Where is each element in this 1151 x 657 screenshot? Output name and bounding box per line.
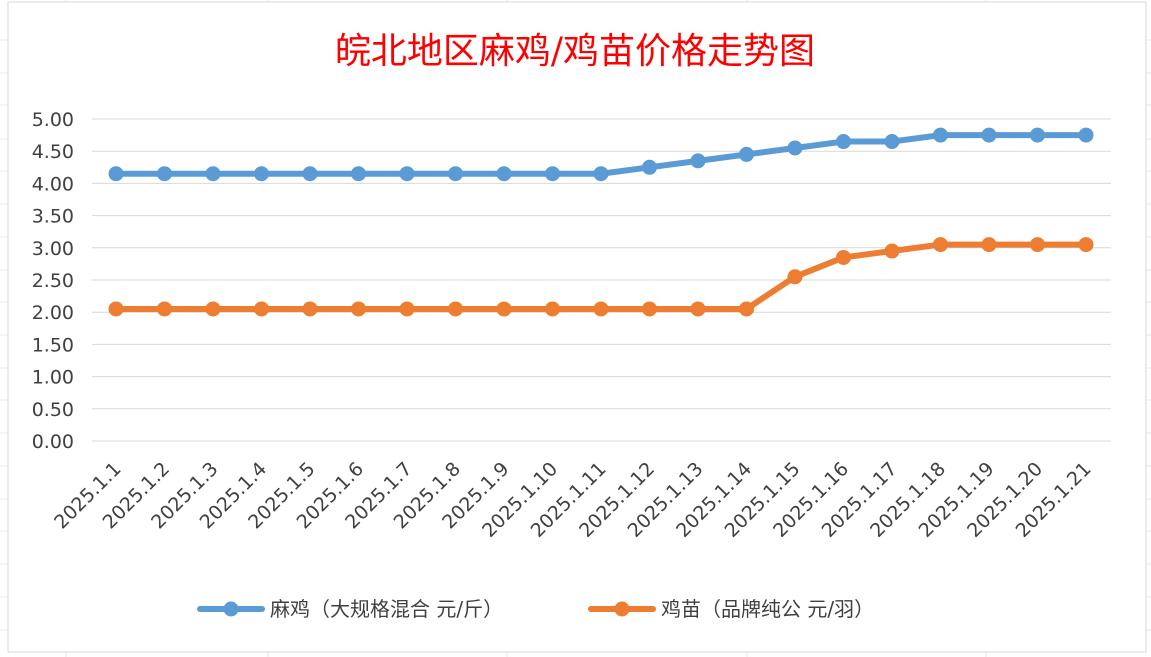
y-tick-label: 0.00 xyxy=(32,431,74,453)
series-1-point xyxy=(933,127,948,143)
series-1-point xyxy=(884,134,900,150)
legend: 麻鸡（大规格混合 元/斤） 鸡苗（品牌纯公 元/羽） xyxy=(197,597,874,621)
series-1-point xyxy=(157,166,172,182)
series-2-point xyxy=(884,243,900,259)
series-2-point xyxy=(351,301,366,317)
series-1-point xyxy=(1030,127,1045,143)
series-1-point xyxy=(739,146,754,162)
y-tick-label: 3.00 xyxy=(32,238,74,260)
series-1-point xyxy=(981,127,997,143)
series-2-point xyxy=(302,301,318,317)
series-2-point xyxy=(981,237,997,253)
y-tick-label: 2.00 xyxy=(32,302,74,324)
series-2-point xyxy=(205,301,221,317)
series-2-point xyxy=(739,301,754,317)
series-2-point xyxy=(399,301,415,317)
y-tick-label: 1.00 xyxy=(32,367,74,389)
chart-area-frame xyxy=(7,1,1147,653)
series-2-point xyxy=(545,301,560,317)
y-tick-label: 1.50 xyxy=(32,334,74,356)
series-1-point xyxy=(254,166,269,182)
series-2-point xyxy=(933,237,948,253)
series-1-point xyxy=(642,159,657,175)
series-2-point xyxy=(254,301,269,317)
series-points xyxy=(108,127,1094,317)
series-1-point xyxy=(787,140,803,156)
series-2-point xyxy=(496,301,512,317)
series-1-point xyxy=(1078,127,1094,143)
series-1-point xyxy=(836,134,851,150)
y-tick-label: 4.00 xyxy=(32,173,74,195)
series-1-point xyxy=(108,166,124,182)
series-1-point xyxy=(448,166,463,182)
chart-title: 皖北地区麻鸡/鸡苗价格走势图 xyxy=(335,31,815,72)
y-tick-label: 3.50 xyxy=(32,206,74,228)
legend-marker-1 xyxy=(223,601,239,617)
legend-label-2: 鸡苗（品牌纯公 元/羽） xyxy=(661,597,874,621)
series-2-point xyxy=(787,269,803,285)
legend-label-1: 麻鸡（大规格混合 元/斤） xyxy=(270,597,503,621)
series-2-point xyxy=(642,301,657,317)
series-1-point xyxy=(205,166,221,182)
y-gridlines xyxy=(92,118,1111,442)
y-tick-label: 5.00 xyxy=(32,109,74,131)
series-2-point xyxy=(108,301,124,317)
y-tick-label: 4.50 xyxy=(32,141,74,163)
series-1-point xyxy=(496,166,512,182)
series-1-point xyxy=(545,166,560,182)
series-2-point xyxy=(690,301,706,317)
y-axis-tick-labels: 0.00 0.50 1.00 1.50 2.00 2.50 3.00 3.50 4.00 4.50… xyxy=(32,109,74,453)
series-2-point xyxy=(448,301,463,317)
series-1-point xyxy=(351,166,366,182)
series-1-point xyxy=(302,166,318,182)
series-1-point xyxy=(399,166,415,182)
y-tick-label: 2.50 xyxy=(32,270,74,292)
series-2-point xyxy=(1078,237,1094,253)
series-2-point xyxy=(593,301,609,317)
series-2-point xyxy=(157,301,172,317)
series-1-point xyxy=(593,166,609,182)
series-2-point xyxy=(836,249,851,265)
series-1-point xyxy=(690,153,706,169)
y-tick-label: 0.50 xyxy=(32,399,74,421)
legend-marker-2 xyxy=(614,601,630,617)
series-2-point xyxy=(1030,237,1045,253)
